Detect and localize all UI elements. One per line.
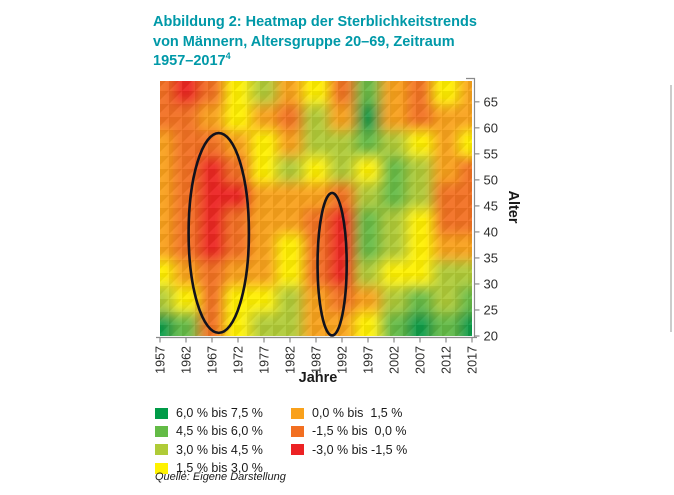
y-tick-label: 40 bbox=[484, 224, 498, 239]
legend-item: 4,5 % bis 6,0 % bbox=[155, 422, 291, 440]
legend-item: 6,0 % bis 7,5 % bbox=[155, 404, 291, 422]
legend-item: -1,5 % bis 0,0 % bbox=[291, 422, 407, 440]
y-tick-label: 55 bbox=[484, 146, 498, 161]
figure-title-line3: 1957–20174 bbox=[153, 52, 553, 72]
y-axis-line bbox=[466, 77, 476, 338]
y-tick-label: 65 bbox=[484, 94, 498, 109]
figure-title: Abbildung 2: Heatmap der Sterblichkeitst… bbox=[153, 13, 553, 72]
figure-title-line1: Abbildung 2: Heatmap der Sterblichkeitst… bbox=[153, 14, 477, 30]
legend-label: 6,0 % bis 7,5 % bbox=[176, 406, 263, 421]
legend-swatch bbox=[155, 444, 168, 456]
legend-label: 3,0 % bis 4,5 % bbox=[176, 442, 263, 457]
legend-item: 1,5 % bis 3,0 % bbox=[155, 459, 291, 477]
figure-title-superscript: 4 bbox=[225, 51, 231, 62]
y-tick-label: 60 bbox=[484, 120, 498, 135]
figure-title-line3-text: 1957–2017 bbox=[153, 53, 226, 69]
mesh-texture-overlay bbox=[160, 81, 472, 336]
legend-label: 1,5 % bis 3,0 % bbox=[176, 461, 263, 476]
legend-item: 0,0 % bis 1,5 % bbox=[291, 404, 407, 422]
x-tick-label: 1992 bbox=[336, 346, 350, 374]
source-note: Quelle: Eigene Darstellung bbox=[155, 471, 286, 483]
y-tick-label: 30 bbox=[484, 276, 498, 291]
x-tick-label: 2017 bbox=[466, 346, 480, 374]
x-tick-label: 1977 bbox=[258, 346, 272, 374]
x-axis-title: Jahre bbox=[299, 370, 338, 386]
legend-column: 6,0 % bis 7,5 % 4,5 % bis 6,0 % 3,0 % bis … bbox=[155, 404, 291, 477]
figure-title-line2: von Männern, Altersgruppe 20–69, Zeitrau… bbox=[153, 33, 455, 50]
legend-label: -1,5 % bis 0,0 % bbox=[312, 424, 407, 439]
legend-column: 0,0 % bis 1,5 % -1,5 % bis 0,0 % -3,0 % bi… bbox=[291, 404, 407, 477]
x-tick-label: 1972 bbox=[232, 346, 246, 374]
legend-swatch bbox=[155, 425, 168, 437]
legend-swatch bbox=[155, 407, 168, 419]
legend-item: 3,0 % bis 4,5 % bbox=[155, 441, 291, 459]
y-tick-label: 20 bbox=[484, 329, 498, 344]
x-tick-label: 2012 bbox=[440, 346, 454, 374]
y-axis-title: Alter bbox=[505, 190, 521, 223]
legend-swatch bbox=[155, 462, 168, 474]
y-tick-label: 50 bbox=[484, 172, 498, 187]
x-tick-label: 1957 bbox=[154, 346, 168, 374]
legend-item: -3,0 % bis -1,5 % bbox=[291, 441, 407, 459]
x-tick-label: 1967 bbox=[206, 346, 220, 374]
y-tick-label: 35 bbox=[484, 250, 498, 265]
x-tick-label: 2002 bbox=[388, 346, 402, 374]
x-tick-label: 1987 bbox=[310, 346, 324, 374]
legend-label: -3,0 % bis -1,5 % bbox=[312, 442, 408, 457]
legend-swatch bbox=[291, 407, 304, 419]
legend-swatch bbox=[291, 425, 304, 437]
annotation-ellipse bbox=[316, 191, 348, 337]
x-tick-label: 2007 bbox=[414, 346, 428, 374]
legend-swatch bbox=[291, 444, 304, 456]
x-tick-label: 1997 bbox=[362, 346, 376, 374]
page-edge-line bbox=[670, 85, 672, 332]
x-tick-label: 1982 bbox=[284, 346, 298, 374]
legend-label: 4,5 % bis 6,0 % bbox=[176, 424, 263, 439]
x-tick-label: 1962 bbox=[180, 346, 194, 374]
legend: 6,0 % bis 7,5 % 4,5 % bis 6,0 % 3,0 % bis … bbox=[155, 404, 407, 477]
annotation-ellipse bbox=[187, 131, 251, 335]
y-tick-label: 45 bbox=[484, 198, 498, 213]
y-tick-label: 25 bbox=[484, 302, 498, 317]
legend-label: 0,0 % bis 1,5 % bbox=[312, 406, 403, 421]
